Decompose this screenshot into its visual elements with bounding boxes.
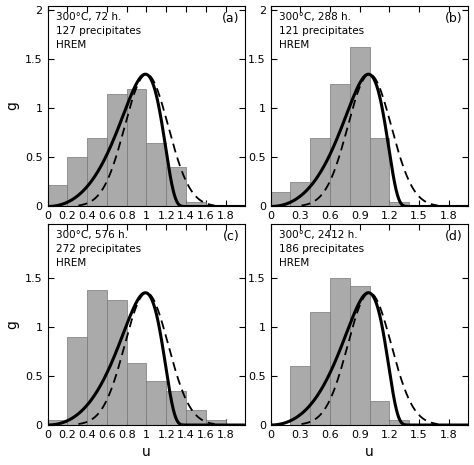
X-axis label: u: u: [365, 445, 374, 459]
Bar: [87, 138, 107, 206]
X-axis label: u: u: [142, 445, 151, 459]
Bar: [291, 182, 310, 206]
Bar: [127, 363, 146, 425]
Bar: [87, 290, 107, 425]
Bar: [47, 185, 67, 206]
Bar: [67, 337, 87, 425]
Bar: [166, 167, 186, 206]
Bar: [291, 366, 310, 425]
Bar: [186, 410, 206, 425]
Bar: [330, 278, 350, 425]
Bar: [206, 420, 226, 425]
Bar: [389, 420, 409, 425]
Y-axis label: g: g: [6, 101, 19, 111]
Text: 300°C, 576 h.
272 precipitates
HREM: 300°C, 576 h. 272 precipitates HREM: [55, 230, 141, 268]
Bar: [107, 299, 127, 425]
Bar: [127, 89, 146, 206]
Text: (c): (c): [223, 230, 239, 243]
Bar: [310, 138, 330, 206]
Bar: [271, 192, 291, 206]
Bar: [47, 420, 67, 425]
Bar: [146, 143, 166, 206]
Y-axis label: g: g: [6, 320, 19, 329]
Bar: [389, 202, 409, 206]
Text: 300°C, 288 h.
121 precipitates
HREM: 300°C, 288 h. 121 precipitates HREM: [279, 12, 364, 50]
Text: (a): (a): [222, 12, 239, 25]
Bar: [146, 381, 166, 425]
Bar: [350, 47, 370, 206]
Bar: [186, 202, 206, 206]
Bar: [166, 391, 186, 425]
Text: 300°C, 2412 h.
186 precipitates
HREM: 300°C, 2412 h. 186 precipitates HREM: [279, 230, 364, 268]
Bar: [330, 84, 350, 206]
Bar: [370, 138, 389, 206]
Text: (b): (b): [445, 12, 463, 25]
Bar: [370, 400, 389, 425]
Text: (d): (d): [445, 230, 463, 243]
Bar: [107, 94, 127, 206]
Bar: [310, 312, 330, 425]
Bar: [67, 158, 87, 206]
Text: 300°C, 72 h.
127 precipitates
HREM: 300°C, 72 h. 127 precipitates HREM: [55, 12, 141, 50]
Bar: [350, 286, 370, 425]
